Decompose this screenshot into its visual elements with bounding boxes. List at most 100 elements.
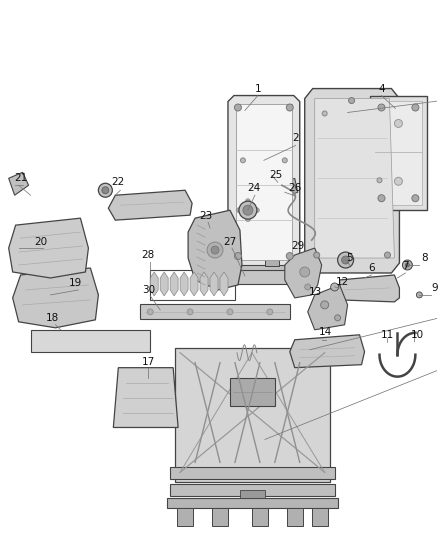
Circle shape <box>412 104 419 111</box>
Text: 14: 14 <box>319 327 332 337</box>
Circle shape <box>403 260 413 270</box>
Text: 29: 29 <box>291 241 304 251</box>
Text: 25: 25 <box>269 170 283 180</box>
Text: 24: 24 <box>247 183 261 193</box>
Polygon shape <box>314 99 395 258</box>
Circle shape <box>254 208 259 213</box>
Circle shape <box>102 187 109 193</box>
Circle shape <box>267 309 273 315</box>
Polygon shape <box>113 368 178 427</box>
Polygon shape <box>339 275 399 302</box>
Circle shape <box>234 253 241 260</box>
Text: 6: 6 <box>368 263 375 273</box>
Bar <box>252 508 268 526</box>
Polygon shape <box>150 272 158 296</box>
Polygon shape <box>180 272 188 296</box>
Text: 5: 5 <box>346 253 353 263</box>
Bar <box>170 467 335 479</box>
Polygon shape <box>290 335 364 368</box>
Text: 22: 22 <box>112 177 125 187</box>
Circle shape <box>147 309 153 315</box>
Circle shape <box>417 292 422 298</box>
Circle shape <box>331 283 339 291</box>
Circle shape <box>342 256 350 264</box>
Circle shape <box>378 195 385 201</box>
Circle shape <box>412 195 419 201</box>
Text: 13: 13 <box>309 287 322 297</box>
Polygon shape <box>9 218 88 278</box>
Text: 28: 28 <box>141 250 155 260</box>
Text: 19: 19 <box>69 278 82 288</box>
Bar <box>240 490 265 498</box>
Text: 23: 23 <box>199 211 213 221</box>
Bar <box>167 498 338 508</box>
Polygon shape <box>285 178 298 196</box>
Text: 27: 27 <box>223 237 237 247</box>
Circle shape <box>406 263 410 267</box>
Circle shape <box>385 252 390 258</box>
Bar <box>212 508 228 526</box>
Polygon shape <box>108 190 192 220</box>
Circle shape <box>234 104 241 111</box>
Text: 12: 12 <box>336 277 349 287</box>
Bar <box>268 165 276 260</box>
Bar <box>265 163 279 171</box>
Bar <box>223 265 305 280</box>
Circle shape <box>314 252 320 258</box>
Circle shape <box>211 246 219 254</box>
Circle shape <box>286 253 293 260</box>
Bar <box>140 304 290 319</box>
Circle shape <box>237 208 241 213</box>
Text: 11: 11 <box>381 330 394 340</box>
Text: 7: 7 <box>402 261 409 271</box>
Bar <box>31 330 150 352</box>
Circle shape <box>322 111 327 116</box>
Text: 2: 2 <box>293 133 299 143</box>
Polygon shape <box>305 88 399 273</box>
Bar <box>287 508 303 526</box>
Text: 20: 20 <box>34 237 47 247</box>
Circle shape <box>338 252 353 268</box>
Bar <box>177 508 193 526</box>
Circle shape <box>378 104 385 111</box>
Polygon shape <box>285 248 321 298</box>
Bar <box>170 484 335 496</box>
Text: 1: 1 <box>254 84 261 94</box>
Text: 21: 21 <box>14 173 27 183</box>
Polygon shape <box>220 272 228 296</box>
Polygon shape <box>190 272 198 296</box>
Circle shape <box>240 158 245 163</box>
Circle shape <box>207 242 223 258</box>
Circle shape <box>227 309 233 315</box>
Polygon shape <box>308 285 348 330</box>
Circle shape <box>335 315 341 321</box>
Circle shape <box>245 216 251 222</box>
Text: 17: 17 <box>141 357 155 367</box>
Bar <box>374 101 422 205</box>
Polygon shape <box>210 272 218 296</box>
Circle shape <box>283 158 287 163</box>
Circle shape <box>243 205 253 215</box>
Polygon shape <box>236 103 292 260</box>
Text: 26: 26 <box>288 183 301 193</box>
Bar <box>150 270 235 300</box>
Circle shape <box>377 178 382 183</box>
Polygon shape <box>160 272 168 296</box>
Polygon shape <box>170 272 178 296</box>
Polygon shape <box>228 95 300 270</box>
Circle shape <box>349 98 355 103</box>
Bar <box>312 508 328 526</box>
Circle shape <box>300 267 310 277</box>
Text: 9: 9 <box>431 283 438 293</box>
Polygon shape <box>200 272 208 296</box>
Circle shape <box>286 104 293 111</box>
Polygon shape <box>175 348 330 482</box>
Text: 30: 30 <box>141 285 155 295</box>
Text: 18: 18 <box>46 313 59 323</box>
Polygon shape <box>13 268 99 328</box>
Circle shape <box>395 177 403 185</box>
Circle shape <box>395 119 403 127</box>
Text: 8: 8 <box>421 253 427 263</box>
Circle shape <box>321 301 328 309</box>
Text: 10: 10 <box>411 330 424 340</box>
